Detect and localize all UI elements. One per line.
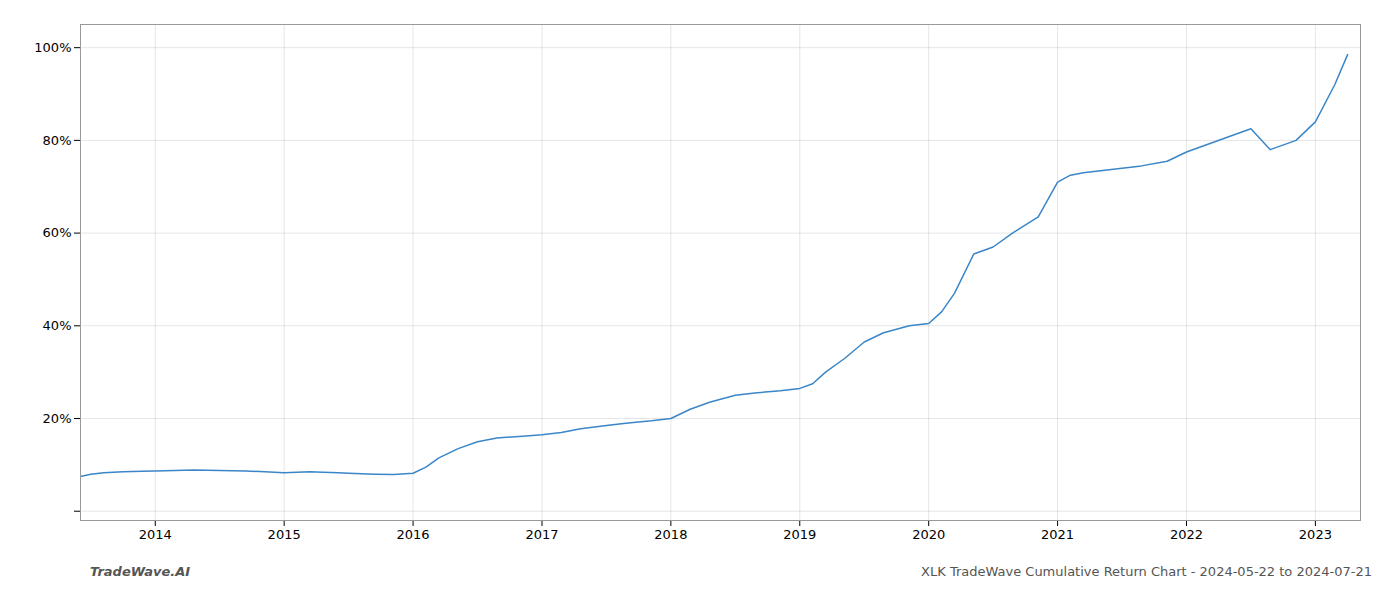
svg-text:2023: 2023 [1299,527,1332,542]
svg-text:2018: 2018 [654,527,687,542]
svg-text:2017: 2017 [525,527,558,542]
html-text:TradeWave.AI: TradeWave.AI [90,564,191,579]
html-text:XLK TradeWave Cumulative Retur: XLK TradeWave Cumulative Return Chart - … [921,564,1372,579]
svg-text:2021: 2021 [1041,527,1074,542]
svg-text:20%: 20% [43,411,72,426]
svg-text:2022: 2022 [1170,527,1203,542]
svg-text:2015: 2015 [268,527,301,542]
svg-text:2014: 2014 [139,527,172,542]
svg-text:2019: 2019 [783,527,816,542]
svg-text:80%: 80% [43,133,72,148]
svg-text:60%: 60% [43,225,72,240]
svg-text:100%: 100% [34,40,71,55]
svg-text:2016: 2016 [397,527,430,542]
svg-text:2020: 2020 [912,527,945,542]
svg-text:40%: 40% [43,318,72,333]
